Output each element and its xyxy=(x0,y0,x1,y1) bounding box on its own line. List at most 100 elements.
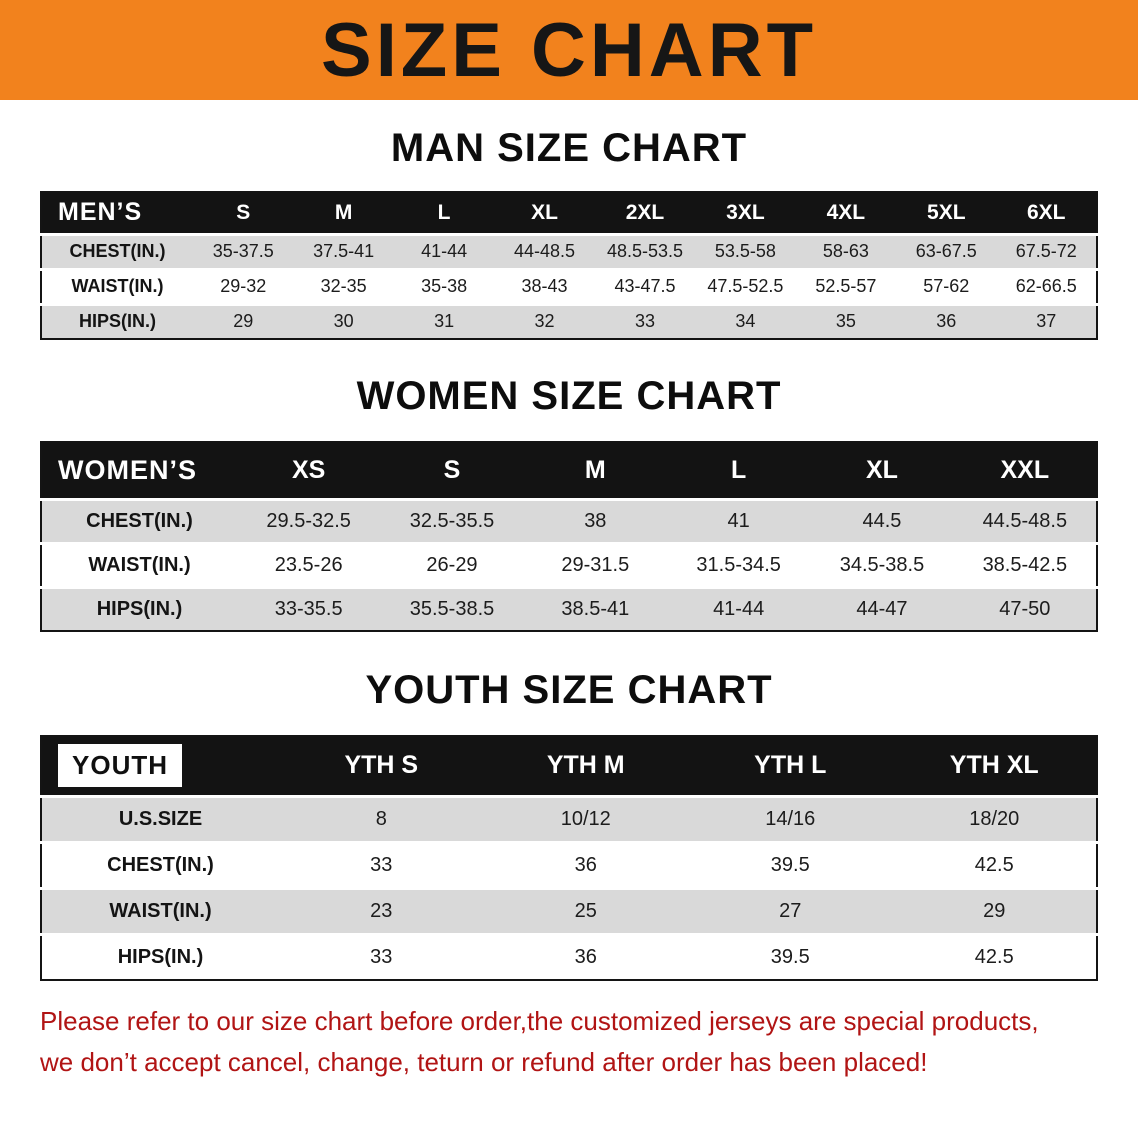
men-value-cell: 31 xyxy=(434,311,455,332)
women-value-cell: 34.5-38.5 xyxy=(839,553,925,576)
youth-table-label: YOUTH xyxy=(58,744,182,788)
men-value-cell: 47.5-52.5 xyxy=(707,276,784,296)
men-header-cell-4: XL xyxy=(494,192,594,234)
women-table-body: CHEST(IN.) 29.5-32.5 32.5-35.5 38 41 44.5 44.5… xyxy=(41,499,1097,631)
men-value-cell: 33 xyxy=(634,311,655,332)
youth-value-cell: 33 xyxy=(370,945,393,968)
disclaimer: Please refer to our size chart before or… xyxy=(40,1001,1138,1083)
women-row-label: WAIST(IN.) xyxy=(88,553,191,576)
women-value-cell: 38 xyxy=(584,509,607,532)
men-value-cell: 32 xyxy=(534,311,555,332)
youth-row-label: CHEST(IN.) xyxy=(107,853,214,876)
youth-value-cell: 14/16 xyxy=(765,807,816,830)
women-size-column-header: L xyxy=(731,455,747,484)
men-header-cell-5: 2XL xyxy=(595,192,695,234)
men-value-cell: 35-37.5 xyxy=(212,241,274,261)
youth-value-cell: 39.5 xyxy=(770,853,810,876)
men-value-cell: 52.5-57 xyxy=(815,276,877,296)
women-data-row-0: CHEST(IN.) 29.5-32.5 32.5-35.5 38 41 44.5 44.5… xyxy=(41,499,1097,543)
men-value-cell: 34 xyxy=(735,311,756,332)
youth-section-heading: YOUTH SIZE CHART xyxy=(365,668,773,712)
women-value-cell: 41-44 xyxy=(713,597,765,620)
women-size-column-header: S xyxy=(443,455,461,484)
men-value-cell: 29-32 xyxy=(220,276,267,296)
women-value-cell: 38.5-41 xyxy=(561,597,630,620)
men-header-cell-2: M xyxy=(293,192,393,234)
men-header-cell-7: 4XL xyxy=(796,192,896,234)
women-size-column-header: M xyxy=(584,455,606,484)
women-value-cell: 35.5-38.5 xyxy=(409,597,495,620)
men-value-cell: 36 xyxy=(936,311,957,332)
youth-value-cell: 29 xyxy=(983,899,1006,922)
youth-value-cell: 27 xyxy=(779,899,802,922)
youth-data-row-2: WAIST(IN.) 23 25 27 29 xyxy=(41,888,1097,934)
men-value-cell: 57-62 xyxy=(923,276,970,296)
men-data-row-2: HIPS(IN.) 29 30 31 32 33 34 35 36 37 xyxy=(41,304,1097,339)
women-value-cell: 32.5-35.5 xyxy=(409,509,495,532)
women-data-row-2: HIPS(IN.) 33-35.5 35.5-38.5 38.5-41 41-44 44-… xyxy=(41,587,1097,631)
youth-value-cell: 23 xyxy=(370,899,393,922)
women-value-cell: 29.5-32.5 xyxy=(266,509,351,532)
men-size-table: MEN’S S M L XL 2XL 3XL 4XL 5XL 6XL CHEST(IN.) 35-3… xyxy=(40,191,1098,340)
men-size-column-header: M xyxy=(334,200,353,224)
men-value-cell: 43-47.5 xyxy=(614,276,676,296)
men-value-cell: 62-66.5 xyxy=(1015,276,1077,296)
women-value-cell: 44.5-48.5 xyxy=(982,509,1068,532)
women-value-cell: 38.5-42.5 xyxy=(982,553,1068,576)
men-section-heading: MAN SIZE CHART xyxy=(390,126,748,170)
women-value-cell: 44.5 xyxy=(862,509,902,532)
men-size-column-header: 5XL xyxy=(927,200,966,224)
women-data-row-1: WAIST(IN.) 23.5-26 26-29 29-31.5 31.5-34.5 34… xyxy=(41,543,1097,587)
men-value-cell: 58-63 xyxy=(822,241,869,261)
men-value-cell: 44-48.5 xyxy=(514,241,576,261)
men-value-cell: 32-35 xyxy=(320,276,367,296)
men-value-cell: 67.5-72 xyxy=(1015,241,1077,261)
men-header-cell-3: L xyxy=(394,192,494,234)
men-value-cell: 48.5-53.5 xyxy=(606,241,683,261)
youth-header-cell-2: YTH M xyxy=(484,736,689,796)
youth-header-cell-4: YTH XL xyxy=(893,736,1098,796)
youth-value-cell: 39.5 xyxy=(770,945,810,968)
men-value-cell: 63-67.5 xyxy=(915,241,977,261)
men-size-column-header: XL xyxy=(531,200,558,224)
women-row-label: CHEST(IN.) xyxy=(86,509,193,532)
men-size-column-header: 4XL xyxy=(826,200,866,224)
youth-header-cell-3: YTH L xyxy=(688,736,893,796)
youth-data-row-0: U.S.SIZE 8 10/12 14/16 18/20 xyxy=(41,796,1097,842)
men-header-cell-9: 6XL xyxy=(997,192,1098,234)
youth-table-body: U.S.SIZE 8 10/12 14/16 18/20 CHEST(IN.) 33 36 39… xyxy=(41,796,1097,980)
youth-size-column-header: YTH M xyxy=(546,751,625,780)
men-value-cell: 35-38 xyxy=(421,276,468,296)
youth-size-column-header: YTH S xyxy=(344,751,419,780)
men-size-column-header: 3XL xyxy=(726,200,765,224)
men-value-cell: 35 xyxy=(835,311,856,332)
youth-value-cell: 36 xyxy=(574,853,597,876)
men-data-row-1: WAIST(IN.) 29-32 32-35 35-38 38-43 43-47.5 47.… xyxy=(41,269,1097,304)
youth-value-cell: 33 xyxy=(370,853,393,876)
men-size-column-header: 6XL xyxy=(1026,200,1066,224)
women-value-cell: 41 xyxy=(727,509,750,532)
men-header-cell-1: S xyxy=(193,192,293,234)
men-size-column-header: L xyxy=(437,200,451,224)
men-value-cell: 37 xyxy=(1036,311,1057,332)
youth-value-cell: 36 xyxy=(574,945,597,968)
men-value-cell: 53.5-58 xyxy=(714,241,776,261)
youth-row-label: U.S.SIZE xyxy=(118,807,203,830)
youth-data-row-3: HIPS(IN.) 33 36 39.5 42.5 xyxy=(41,934,1097,980)
youth-value-cell: 25 xyxy=(574,899,597,922)
women-table-label: WOMEN’S xyxy=(58,454,197,485)
disclaimer-line-2: we don’t accept cancel, change, teturn o… xyxy=(40,1047,928,1077)
men-row-label: WAIST(IN.) xyxy=(71,276,164,296)
women-value-cell: 26-29 xyxy=(426,553,478,576)
men-size-column-header: S xyxy=(236,200,251,224)
youth-size-column-header: YTH XL xyxy=(949,751,1039,780)
men-header-cell-8: 5XL xyxy=(896,192,996,234)
women-header-cell-4: L xyxy=(667,442,810,499)
women-value-cell: 47-50 xyxy=(999,597,1051,620)
men-row-label: CHEST(IN.) xyxy=(69,241,166,261)
youth-value-cell: 18/20 xyxy=(969,807,1020,830)
men-size-column-header: 2XL xyxy=(625,200,665,224)
men-table-label: MEN’S xyxy=(58,198,143,227)
women-value-cell: 33-35.5 xyxy=(274,597,343,620)
disclaimer-line-1: Please refer to our size chart before or… xyxy=(40,1006,1039,1036)
